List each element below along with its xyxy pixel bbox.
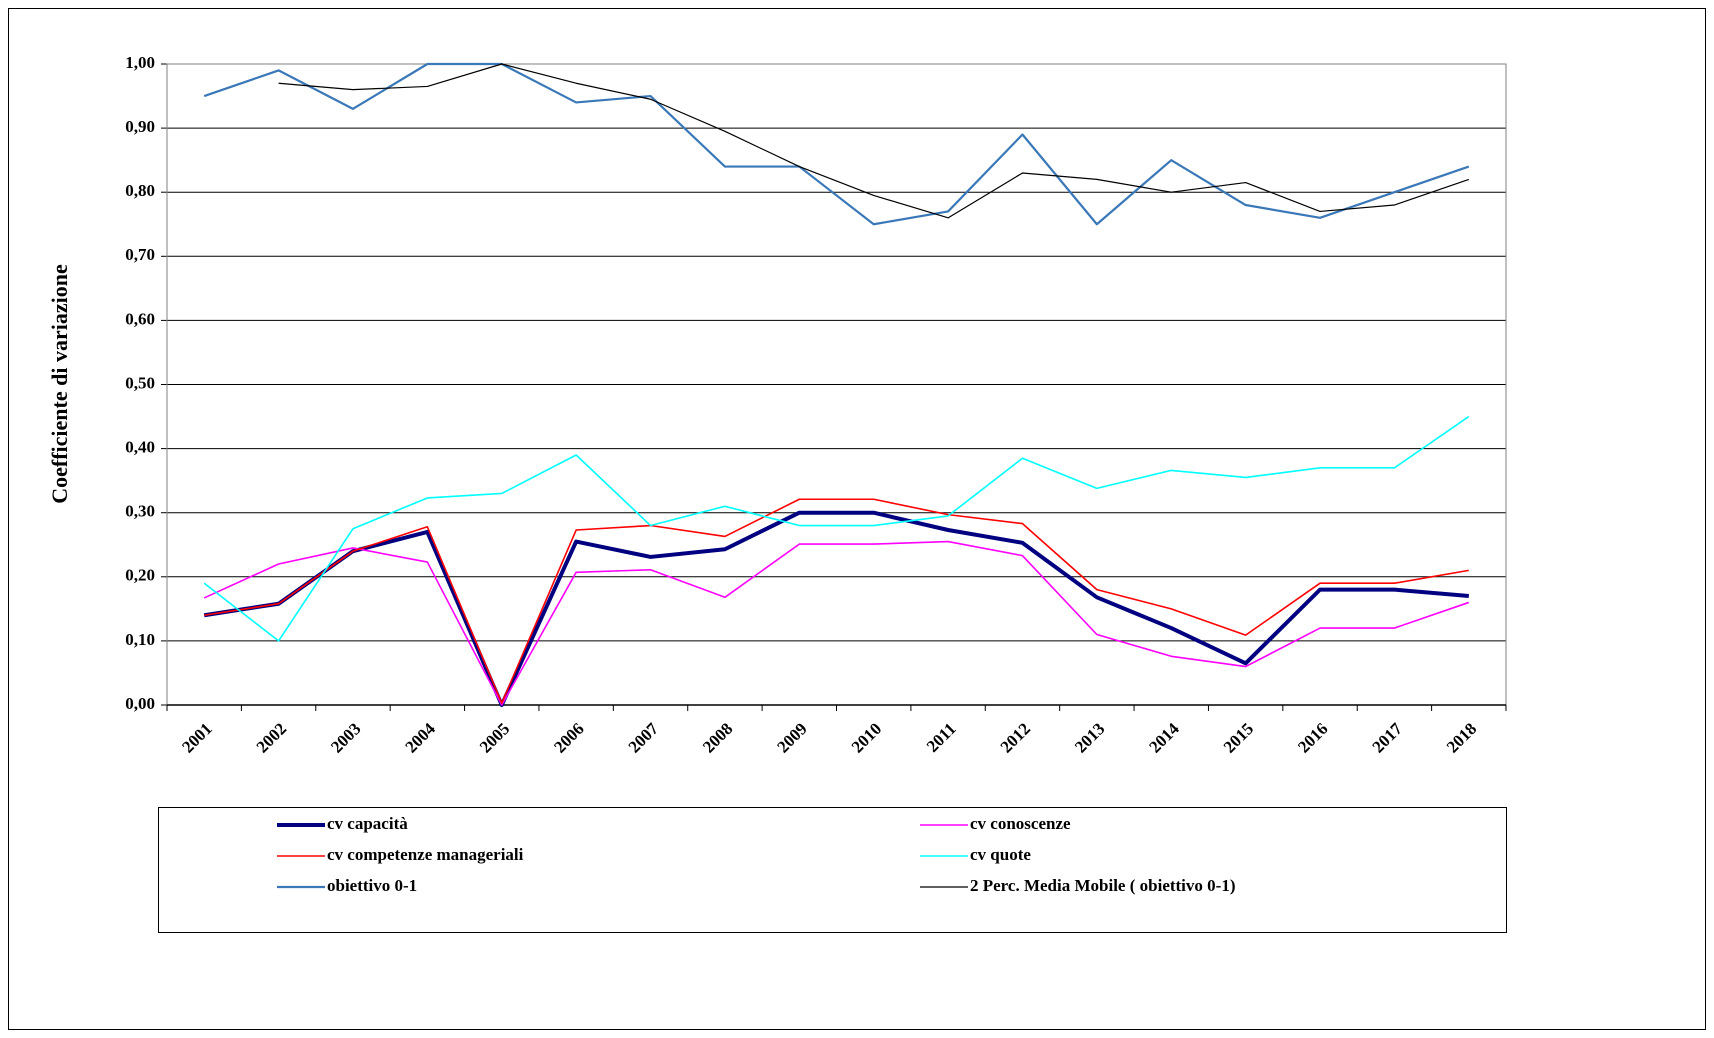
x-tick-label: 2002 <box>253 719 290 756</box>
legend-label: cv quote <box>970 845 1031 864</box>
y-tick-label: 0,00 <box>125 694 155 713</box>
series-line <box>278 63 1470 219</box>
y-tick-label: 0,90 <box>125 117 155 136</box>
y-tick-label: 0,50 <box>125 373 155 392</box>
x-tick-label: 2008 <box>699 719 736 756</box>
x-tick-label: 2010 <box>848 719 885 756</box>
y-tick-label: 0,70 <box>125 245 155 264</box>
legend-label: cv competenze manageriali <box>327 845 524 864</box>
y-tick-label: 0,10 <box>125 630 155 649</box>
y-tick-label: 0,80 <box>125 181 155 200</box>
legend-label: cv capacità <box>327 814 408 833</box>
x-tick-label: 2001 <box>178 719 215 756</box>
legend-label: obiettivo 0-1 <box>327 876 417 895</box>
legend-label: 2 Perc. Media Mobile ( obiettivo 0-1) <box>970 876 1235 895</box>
series-line <box>203 62 1470 226</box>
x-tick-label: 2015 <box>1220 719 1257 756</box>
series-line <box>203 510 1469 707</box>
series-line <box>203 540 1470 706</box>
y-tick-label: 0,20 <box>125 566 155 585</box>
x-tick-label: 2003 <box>327 719 364 756</box>
series-line <box>203 415 1470 642</box>
x-tick-label: 2007 <box>625 719 663 757</box>
x-tick-label: 2004 <box>401 719 439 757</box>
series-line <box>204 498 1469 704</box>
x-tick-label: 2006 <box>550 719 587 756</box>
y-axis-label: Coefficiente di variazione <box>47 264 72 504</box>
x-tick-label: 2016 <box>1294 719 1331 756</box>
y-tick-label: 0,40 <box>125 438 155 457</box>
legend-box <box>158 807 1507 933</box>
x-tick-label: 2014 <box>1145 719 1183 757</box>
x-tick-label: 2017 <box>1369 719 1407 757</box>
x-tick-label: 2013 <box>1071 719 1108 756</box>
y-tick-label: 1,00 <box>125 53 155 72</box>
x-tick-label: 2012 <box>997 719 1034 756</box>
x-tick-label: 2005 <box>476 719 513 756</box>
x-tick-label: 2018 <box>1443 719 1480 756</box>
x-tick-label: 2009 <box>773 719 810 756</box>
y-tick-label: 0,60 <box>125 309 155 328</box>
x-tick-label: 2011 <box>923 719 960 756</box>
chart-border <box>8 8 1706 1030</box>
legend-label: cv conoscenze <box>970 814 1071 833</box>
y-tick-label: 0,30 <box>125 502 155 521</box>
